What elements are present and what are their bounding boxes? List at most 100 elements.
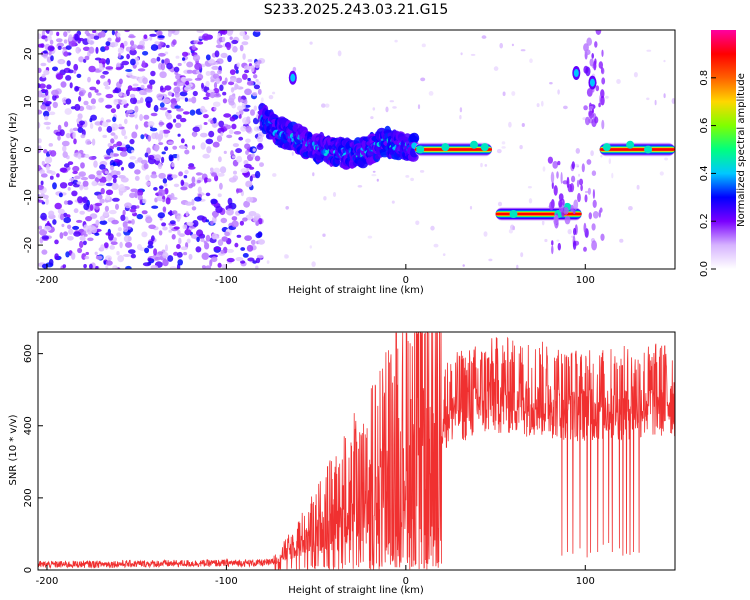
noise-blob [332,192,337,197]
noise-blob [188,183,194,189]
noise-blob [108,209,117,215]
noise-blob [82,180,89,187]
noise-blob [196,30,205,33]
noise-blob [83,224,89,232]
noise-blob [176,114,182,120]
noise-blob [201,82,204,89]
noise-blob [125,111,129,118]
noise-blob [529,58,533,63]
smudge-blob [588,212,592,220]
noise-blob [238,114,242,119]
smudge-blob [586,37,592,46]
noise-blob [122,209,126,216]
noise-blob [153,248,158,256]
noise-blob [66,200,73,205]
noise-blob [213,213,217,219]
noise-blob [41,249,48,255]
noise-blob [166,122,173,129]
noise-blob [60,60,64,64]
noise-blob [528,198,533,204]
noise-blob [71,252,76,260]
noise-blob [174,91,181,98]
noise-blob [162,259,169,267]
noise-blob [56,38,63,43]
noise-blob [82,46,91,51]
noise-blob [285,206,290,210]
y-tick-label: 10 [23,95,34,108]
noise-blob [147,121,155,127]
noise-blob [105,119,112,123]
noise-blob [180,138,185,144]
noise-blob [96,92,102,96]
noise-blob [173,66,180,73]
noise-blob [147,240,154,246]
noise-blob [168,154,173,162]
noise-blob [250,65,255,73]
noise-blob [177,229,181,236]
noise-blob [421,43,426,48]
noise-blob [128,162,135,169]
noise-blob [194,77,202,81]
noise-blob [112,265,118,269]
noise-blob [39,169,45,175]
noise-blob [145,216,153,224]
noise-blob [63,217,71,224]
noise-blob [203,114,209,119]
noise-blob [156,195,164,202]
noise-blob [257,239,265,245]
noise-blob [145,88,153,93]
noise-blob [149,35,153,41]
smudge-blob [558,199,563,208]
noise-blob [253,74,258,79]
noise-blob [125,241,133,248]
smudge-blob [551,240,554,246]
spectrogram-y-label: Frequency (Hz) [8,112,19,188]
x-tick-label: 0 [403,275,409,286]
smudge-blob [552,161,558,169]
noise-blob [260,97,264,103]
noise-blob [220,249,225,254]
noise-blob [94,251,98,255]
noise-blob [222,91,227,96]
smudge-blob [594,41,598,48]
noise-blob [65,132,71,139]
noise-blob [233,170,237,175]
noise-blob [200,132,208,138]
noise-blob [46,84,52,90]
noise-blob [184,229,192,236]
noise-blob [175,122,182,128]
noise-blob [160,85,164,91]
noise-blob [118,147,124,151]
noise-blob [76,181,82,185]
noise-blob [235,148,243,154]
noise-blob [246,116,251,123]
noise-blob [141,60,146,68]
noise-blob [376,178,379,182]
noise-blob [45,197,49,205]
noise-blob [225,124,232,130]
noise-blob [158,52,166,57]
colorbar-ticks: 0.0 0.2 0.4 0.6 0.8 [699,70,716,277]
smudge-blob [591,240,597,251]
x-tick-label: 0 [403,576,409,587]
noise-blob [48,258,54,266]
noise-blob [85,251,89,256]
smudge-blob [591,170,597,176]
noise-blob [121,101,128,105]
noise-blob [584,190,589,194]
noise-blob [116,32,121,38]
noise-blob [130,253,136,259]
noise-blob [158,142,164,146]
noise-blob [213,246,222,250]
spot-tone-core [290,73,296,82]
noise-blob [179,91,188,97]
noise-blob [123,226,129,233]
noise-blob [144,133,148,137]
noise-blob [150,265,159,269]
noise-blob [87,91,92,99]
noise-blob [201,33,210,41]
noise-blob [39,229,48,236]
noise-blob [497,201,503,207]
noise-blob [194,62,203,70]
noise-blob [173,226,180,230]
